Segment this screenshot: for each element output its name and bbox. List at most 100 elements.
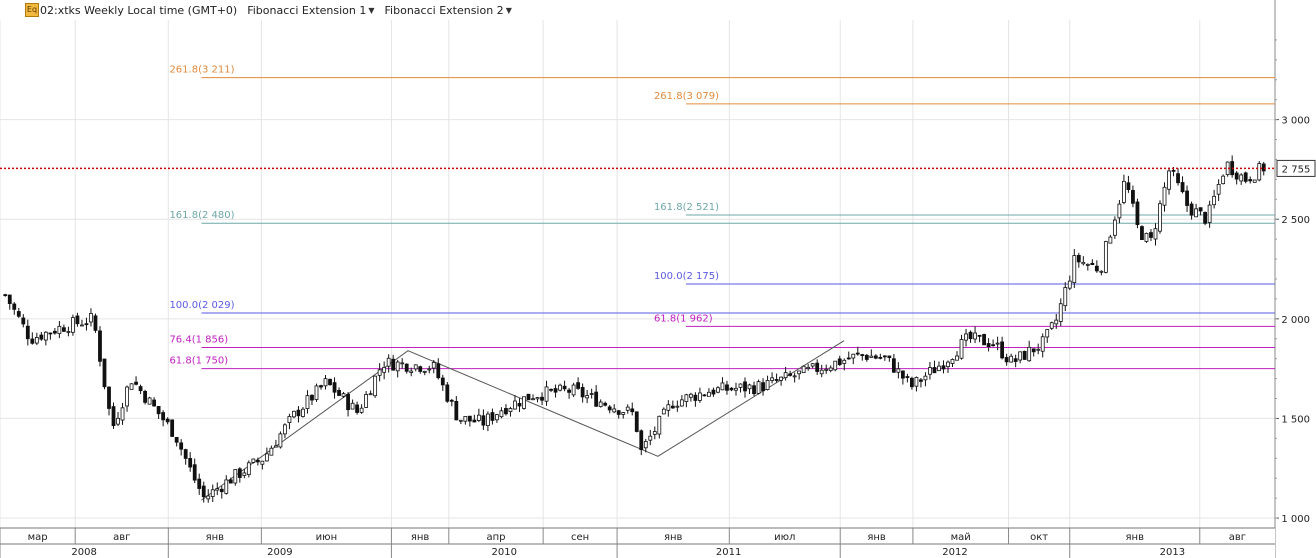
candle-up <box>797 370 802 375</box>
candle-up <box>323 378 328 387</box>
month-label: янв <box>664 532 683 543</box>
candle-up <box>292 410 296 418</box>
candle-down <box>788 373 793 376</box>
y-tick-label: 3 000 <box>1281 116 1310 127</box>
candle-up <box>1045 329 1050 338</box>
candle-down <box>887 355 892 358</box>
equity-icon[interactable]: Eq <box>25 3 39 17</box>
candle-up <box>1049 322 1054 329</box>
candle-down <box>603 402 608 406</box>
candle-up <box>684 394 689 402</box>
fib-extension-2-label: Fibonacci Extension 2 <box>384 3 504 17</box>
candle-down <box>891 358 896 373</box>
candle-up <box>666 404 671 411</box>
candle-down <box>1248 179 1253 182</box>
candle-down <box>102 358 107 388</box>
candle-down <box>702 394 707 397</box>
candle-up <box>1144 232 1149 242</box>
symbol-selector[interactable]: 2502:xtks Weekly Local time (GMT+0) <box>26 4 237 17</box>
y-axis-panel <box>1275 20 1316 528</box>
candle-up <box>1099 270 1104 273</box>
candle-up <box>251 458 256 463</box>
candle-up <box>260 460 265 465</box>
candle-down <box>161 412 166 421</box>
candle-down <box>61 327 66 332</box>
chart-toolbar: Eq 2502:xtks Weekly Local time (GMT+0) F… <box>0 0 1275 20</box>
candle-up <box>314 385 319 400</box>
candle-down <box>48 332 53 335</box>
candle-up <box>215 488 220 491</box>
candle-down <box>188 458 193 468</box>
candle-up <box>273 445 278 448</box>
candle-up <box>851 353 856 359</box>
candle-down <box>752 385 756 395</box>
dropdown-caret-icon: ▼ <box>505 5 512 15</box>
candle-down <box>711 389 716 395</box>
candle-up <box>359 407 364 413</box>
month-label: янв <box>206 532 225 543</box>
month-label: июл <box>774 532 795 543</box>
candle-down <box>143 390 147 403</box>
candle-up <box>287 416 292 424</box>
candle-down <box>1140 226 1144 240</box>
candle-up <box>589 393 594 395</box>
dropdown-caret-icon: ▼ <box>368 5 375 15</box>
fib-extension-1-menu[interactable]: Fibonacci Extension 1 ▼ <box>247 4 374 17</box>
candle-down <box>693 394 698 401</box>
current-price-box <box>1276 159 1316 177</box>
candle-down <box>3 294 8 297</box>
candle-down <box>156 406 161 415</box>
candle-up <box>698 392 702 401</box>
candle-down <box>7 294 12 304</box>
candle-down <box>725 384 729 391</box>
candle-up <box>995 342 1000 345</box>
candle-down <box>1022 350 1027 360</box>
candle-down <box>436 363 441 379</box>
candle-up <box>377 369 382 376</box>
candle-down <box>310 394 314 401</box>
candle-down <box>75 315 80 325</box>
candle-up <box>937 365 941 372</box>
candle-up <box>1081 261 1086 265</box>
candle-down <box>255 459 260 463</box>
candle-up <box>783 372 788 379</box>
candle-up <box>1027 346 1032 362</box>
candlesticks <box>3 155 1266 503</box>
candle-up <box>950 359 955 364</box>
candle-up <box>1108 236 1113 244</box>
fib-level-label: 100.0(2 029) <box>169 300 234 311</box>
candle-up <box>657 415 662 435</box>
candle-up <box>661 408 666 415</box>
candle-up <box>1040 336 1045 352</box>
fib-extension-2-menu[interactable]: Fibonacci Extension 2 ▼ <box>385 4 512 17</box>
candle-up <box>382 366 387 373</box>
candle-down <box>1261 163 1266 172</box>
fib-level-label: 61.8(1 962) <box>654 313 713 324</box>
candle-up <box>341 393 346 397</box>
fibonacci-levels: 261.8(3 211) 161.8(2 480) 100.0(2 029) 76.4… <box>169 65 1275 370</box>
candle-down <box>864 354 869 360</box>
candle-up <box>571 384 576 396</box>
candle-up <box>806 366 811 369</box>
y-tick-label: 1 500 <box>1281 414 1310 425</box>
candle-up <box>621 412 626 415</box>
candle-up <box>400 362 405 365</box>
candle-down <box>580 387 585 398</box>
candle-up <box>842 359 847 364</box>
candle-up <box>368 393 373 396</box>
candle-up <box>116 417 120 425</box>
candle-up <box>89 313 93 323</box>
candle-up <box>120 407 125 421</box>
candle-down <box>567 389 571 393</box>
candle-down <box>873 355 878 359</box>
candle-up <box>269 447 274 456</box>
candle-up <box>896 368 901 373</box>
candle-up <box>1221 175 1226 185</box>
candle-up <box>625 406 630 411</box>
candle-down <box>540 396 544 401</box>
candle-down <box>1185 190 1189 206</box>
candle-up <box>679 399 684 407</box>
candle-up <box>1162 186 1167 206</box>
grid-lines <box>0 20 1275 528</box>
